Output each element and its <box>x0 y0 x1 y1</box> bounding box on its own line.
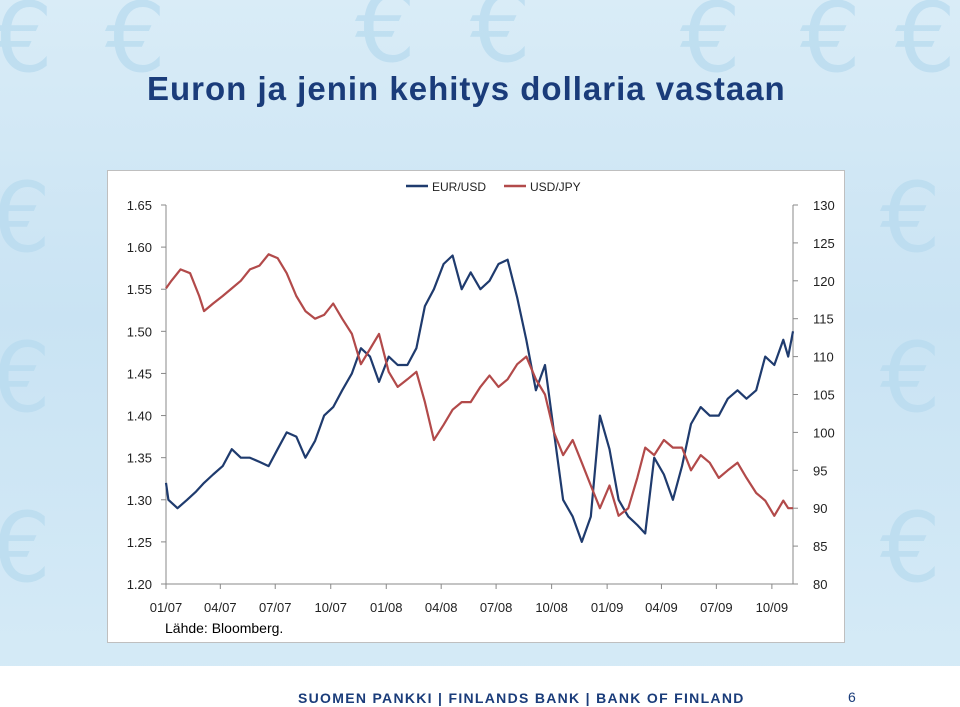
y-right-tick-label: 85 <box>813 539 827 554</box>
exchange-rate-chart: 1.20 1.25 1.30 1.35 1.40 1.45 1.50 1.55 1.60 1.65… <box>127 180 835 615</box>
chart-axes: 1.20 1.25 1.30 1.35 1.40 1.45 1.50 1.55 1.60 1.65… <box>127 198 835 615</box>
y-left-tick-label: 1.35 <box>127 451 152 466</box>
y-right-tick-label: 130 <box>813 198 835 213</box>
slide-title: Euron ja jenin kehitys dollaria vastaan <box>147 70 786 107</box>
legend-label: EUR/USD <box>432 180 486 194</box>
y-left-tick-label: 1.20 <box>127 577 152 592</box>
x-tick-label: 04/08 <box>425 600 458 615</box>
series-layer <box>164 253 795 543</box>
y-left-tick-label: 1.30 <box>127 493 152 508</box>
y-left-tick-label: 1.55 <box>127 282 152 297</box>
y-right-tick-label: 80 <box>813 577 827 592</box>
y-right-tick-label: 120 <box>813 274 835 289</box>
y-left-tick-label: 1.60 <box>127 240 152 255</box>
x-tick-label: 10/07 <box>314 600 347 615</box>
x-tick-label: 07/09 <box>700 600 733 615</box>
x-tick-label: 10/08 <box>535 600 568 615</box>
chart-panel: 1.20 1.25 1.30 1.35 1.40 1.45 1.50 1.55 1.60 1.65… <box>107 170 845 643</box>
y-right-tick-label: 90 <box>813 501 827 516</box>
series-line-usdjpy <box>165 253 793 517</box>
page-number: 6 <box>848 689 856 705</box>
y-right-tick-label: 105 <box>813 388 835 403</box>
chart-legend: EUR/USD USD/JPY <box>406 180 581 194</box>
x-tick-label: 01/09 <box>591 600 624 615</box>
y-right-tick-label: 100 <box>813 425 835 440</box>
y-left-tick-label: 1.40 <box>127 409 152 424</box>
x-tick-label: 01/07 <box>150 600 183 615</box>
series-line-eurusd <box>164 254 795 543</box>
footer-bar <box>0 666 960 707</box>
y-left-tick-label: 1.65 <box>127 198 152 213</box>
y-right-tick-label: 125 <box>813 236 835 251</box>
legend-label: USD/JPY <box>530 180 581 194</box>
y-left-tick-label: 1.25 <box>127 535 152 550</box>
y-left-tick-label: 1.50 <box>127 324 152 339</box>
y-right-tick-label: 115 <box>813 312 834 327</box>
x-tick-label: 10/09 <box>756 600 789 615</box>
footer-text: SUOMEN PANKKI | FINLANDS BANK | BANK OF … <box>298 690 745 706</box>
y-left-tick-label: 1.45 <box>127 366 152 381</box>
x-tick-label: 04/09 <box>645 600 678 615</box>
x-tick-label: 01/08 <box>370 600 403 615</box>
x-tick-label: 07/07 <box>259 600 292 615</box>
source-note: Lähde: Bloomberg. <box>165 620 284 636</box>
y-right-tick-label: 95 <box>813 463 827 478</box>
y-right-tick-label: 110 <box>813 350 834 365</box>
x-tick-label: 04/07 <box>204 600 237 615</box>
x-tick-label: 07/08 <box>480 600 513 615</box>
